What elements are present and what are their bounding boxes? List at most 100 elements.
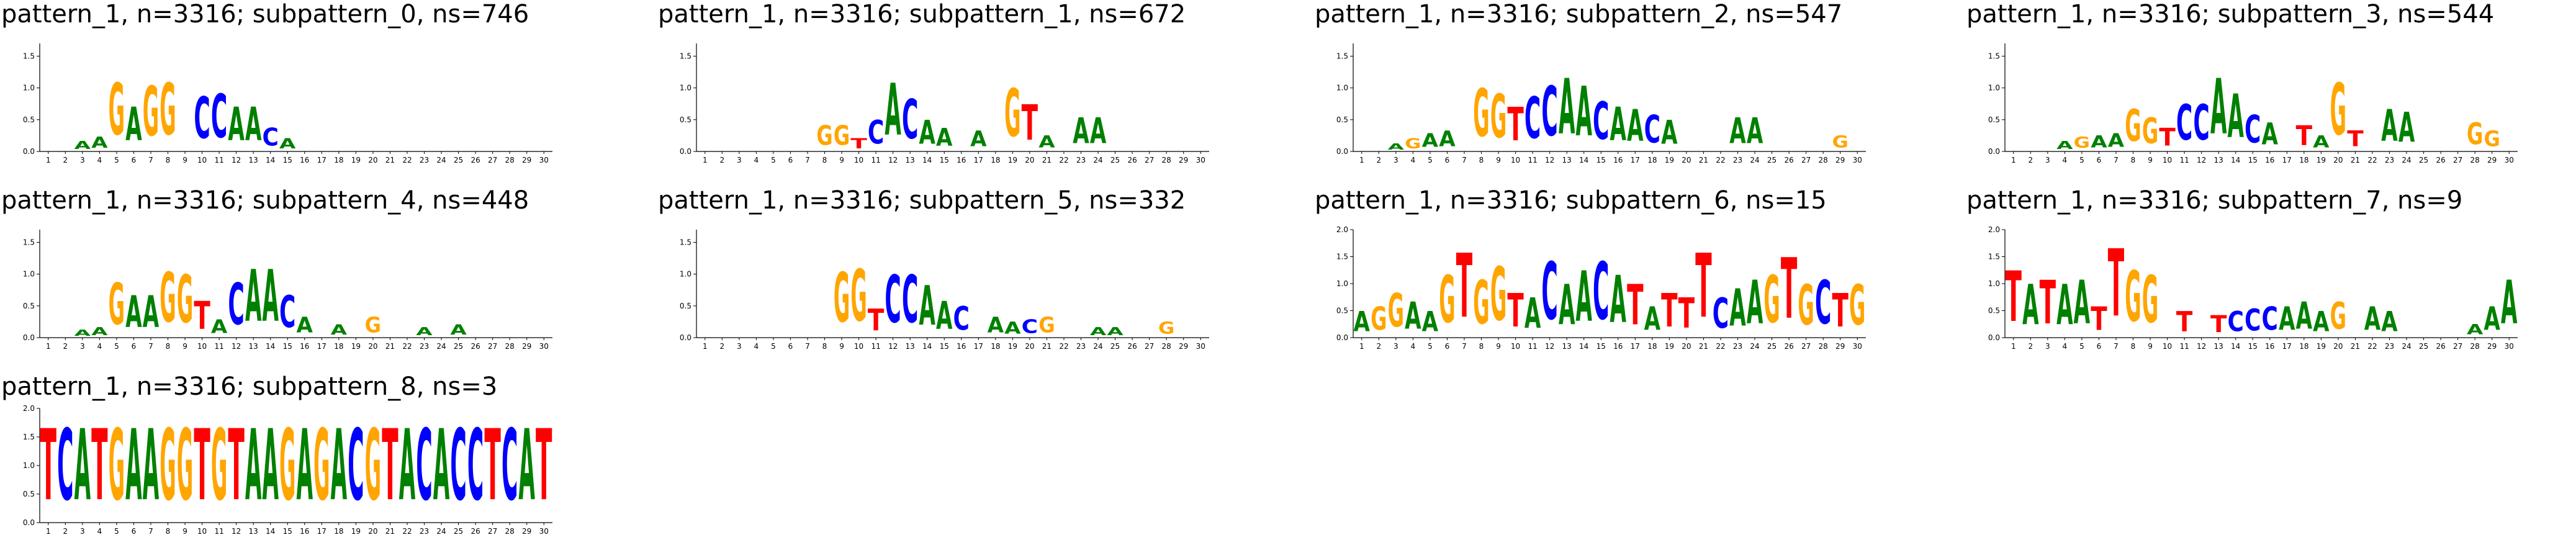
y-tick-label: 0.5 <box>23 302 35 310</box>
logo-letter-A: A <box>1747 269 1763 338</box>
x-tick-label: 9 <box>182 342 187 351</box>
x-tick-label: 19 <box>1008 156 1017 164</box>
x-tick-label: 11 <box>214 156 223 164</box>
x-tick-label: 24 <box>1750 342 1759 351</box>
logo-letter-C: C <box>2245 303 2261 338</box>
x-tick-label: 23 <box>1076 156 1086 164</box>
logo-letter-T: T <box>1507 97 1524 151</box>
x-tick-label: 22 <box>1059 342 1068 351</box>
logo-letter-A: A <box>2313 306 2330 338</box>
logo-letter-A: A <box>1090 325 1106 338</box>
y-tick-label: 1.0 <box>23 84 35 92</box>
logo-letter-T: T <box>2040 269 2056 338</box>
x-tick-label: 9 <box>1496 156 1501 164</box>
x-tick-label: 29 <box>522 156 531 164</box>
x-tick-label: 28 <box>2470 156 2480 164</box>
logo-letter-C: C <box>1593 92 1609 152</box>
x-tick-label: 23 <box>1733 342 1742 351</box>
x-tick-label: 4 <box>754 156 759 164</box>
x-tick-label: 18 <box>334 156 343 164</box>
logo-letter-C: C <box>1593 246 1609 338</box>
x-tick-label: 15 <box>2248 156 2258 164</box>
x-tick-label: 17 <box>974 156 983 164</box>
logo-letter-G: G <box>2125 258 2141 338</box>
x-tick-label: 24 <box>1093 156 1102 164</box>
x-tick-label: 5 <box>771 156 776 164</box>
x-tick-label: 22 <box>2367 156 2377 164</box>
logo-letter-A: A <box>1729 110 1746 152</box>
x-tick-label: 17 <box>974 342 983 351</box>
logo-letter-G: G <box>2142 110 2158 151</box>
axes <box>1353 43 1866 152</box>
x-tick-label: 13 <box>249 527 258 536</box>
x-tick-label: 18 <box>2299 156 2308 164</box>
logo-letter-A: A <box>1107 325 1123 338</box>
x-tick-label: 12 <box>2197 342 2206 351</box>
x-tick-label: 6 <box>2097 342 2102 351</box>
x-tick-label: 17 <box>317 342 327 351</box>
y-tick-label: 0.5 <box>23 490 35 498</box>
x-tick-label: 21 <box>1042 342 1052 351</box>
logo-letter-A: A <box>245 97 262 151</box>
y-tick-label: 2.0 <box>23 404 35 413</box>
y-tick-label: 1.5 <box>23 52 35 60</box>
x-tick-label: 30 <box>1853 156 1862 164</box>
x-tick-label: 11 <box>2179 156 2189 164</box>
logo-letter-A: A <box>1644 300 1660 338</box>
logo-letter-A: A <box>297 313 313 338</box>
x-tick-label: 30 <box>539 527 549 536</box>
logo-letter-C: C <box>868 113 884 151</box>
logo-letter-A: A <box>1559 272 1575 337</box>
x-tick-label: 9 <box>839 342 844 351</box>
logo-letter-C: C <box>416 408 432 522</box>
x-tick-label: 9 <box>2148 156 2153 164</box>
x-tick-label: 4 <box>2063 342 2068 351</box>
y-tick-label: 1.5 <box>1988 253 2000 261</box>
x-tick-label: 22 <box>1716 156 1725 164</box>
x-tick-label: 20 <box>368 527 377 536</box>
x-tick-label: 28 <box>1162 342 1171 351</box>
x-tick-label: 27 <box>1145 342 1154 351</box>
x-tick-label: 17 <box>1631 342 1640 351</box>
logo-letter-C: C <box>1815 268 1831 338</box>
x-tick-label: 8 <box>166 527 171 536</box>
x-tick-label: 29 <box>1835 342 1845 351</box>
logo-letter-A: A <box>2313 133 2330 151</box>
x-tick-label: 11 <box>214 527 223 536</box>
sequence-logo-chart: 0.00.51.01.51 2 3 4 5 6 7 8 9 10 11 12 13 14 15 16 17 18 1… <box>23 43 552 164</box>
x-tick-label: 23 <box>2385 156 2394 164</box>
axes <box>696 230 1209 338</box>
x-tick-label: 4 <box>754 342 759 351</box>
logo-letter-A: A <box>228 97 245 151</box>
x-tick-label: 7 <box>805 342 810 351</box>
x-tick-label: 24 <box>436 156 446 164</box>
x-tick-label: 2 <box>1376 156 1381 164</box>
logo-letter-T: T <box>536 410 552 523</box>
x-tick-label: 10 <box>197 527 207 536</box>
x-tick-label: 11 <box>214 342 223 351</box>
sequence-logo-chart: 0.00.51.01.51 2 3 4 5 6 7 8 9 10 11 12 13 14 15 16 17 18 1… <box>1336 43 1866 164</box>
x-tick-label: 16 <box>2265 156 2274 164</box>
logo-letter-T: T <box>228 410 244 523</box>
logo-letter-A: A <box>2108 129 2124 151</box>
x-tick-label: 11 <box>1528 156 1537 164</box>
x-tick-label: 22 <box>1716 342 1725 351</box>
x-tick-label: 5 <box>1428 342 1433 351</box>
y-tick-label: 1.0 <box>1988 279 2000 288</box>
x-tick-label: 10 <box>2163 156 2172 164</box>
x-tick-label: 8 <box>822 156 827 164</box>
x-tick-label: 8 <box>2131 342 2136 351</box>
x-tick-label: 28 <box>1819 156 1828 164</box>
logo-letter-T: T <box>868 303 885 338</box>
x-tick-label: 28 <box>1819 342 1828 351</box>
x-tick-label: 13 <box>2214 342 2223 351</box>
logo-letter-G: G <box>1832 133 1848 151</box>
logo-letter-C: C <box>902 88 918 151</box>
logo-letter-A: A <box>2484 300 2500 338</box>
logo-letter-G: G <box>211 409 227 523</box>
logo-letter-A: A <box>262 408 278 523</box>
x-tick-label: 26 <box>1127 156 1137 164</box>
logo-letter-A: A <box>970 127 987 151</box>
logo-letter-A: A <box>245 255 261 338</box>
